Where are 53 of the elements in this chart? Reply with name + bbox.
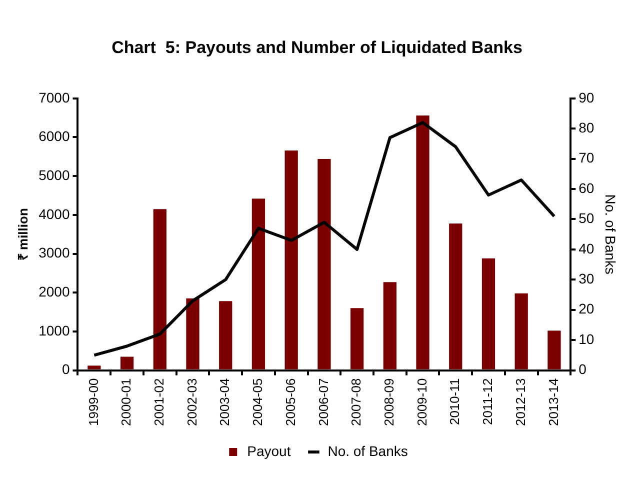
bar xyxy=(252,198,266,370)
x-tick-label: 2007-08 xyxy=(348,378,364,426)
x-tick-label: 2008-09 xyxy=(381,378,396,426)
x-tick-label: 2010-11 xyxy=(447,378,462,426)
x-tick-label: 2004-05 xyxy=(250,378,266,426)
y2-tick-label: 10 xyxy=(578,330,594,347)
bar xyxy=(318,158,331,370)
y-tick-label: 5000 xyxy=(38,166,70,183)
bar xyxy=(284,150,298,370)
x-tick-label: 2006-07 xyxy=(316,378,331,426)
y-tick-label: 3000 xyxy=(38,244,70,261)
bar xyxy=(548,330,561,370)
y2-tick-label: 50 xyxy=(578,210,594,226)
bar xyxy=(383,282,396,370)
bar xyxy=(153,209,166,370)
bar xyxy=(416,115,430,370)
y2-axis-title: No. of Banks xyxy=(602,194,619,274)
x-tick-label: 2001-02 xyxy=(151,378,166,426)
y2-tick-label: 60 xyxy=(578,180,594,196)
y2-tick-label: 90 xyxy=(578,89,594,106)
x-tick-label: 2002-03 xyxy=(184,378,200,426)
y2-tick-label: 70 xyxy=(578,150,594,166)
bar xyxy=(120,356,134,370)
y-tick-label: 7000 xyxy=(38,89,70,106)
y2-tick-label: 20 xyxy=(578,300,594,317)
legend-label: No. of Banks xyxy=(328,442,408,459)
y2-tick-label: 40 xyxy=(578,240,594,256)
bar xyxy=(88,366,101,370)
y-tick-label: 0 xyxy=(62,361,70,378)
x-tick-label: 2012-13 xyxy=(512,378,528,426)
y-axis-title: ₹ million xyxy=(15,208,30,261)
bar xyxy=(219,301,232,370)
y-tick-label: 6000 xyxy=(38,128,70,144)
x-tick-label: 1999-00 xyxy=(86,378,101,426)
x-tick-label: 2013-14 xyxy=(546,378,561,426)
chart-title: Chart 5: Payouts and Number of Liquidated Banks xyxy=(112,38,522,57)
x-tick-label: 2003-04 xyxy=(217,378,232,426)
x-tick-label: 2005-06 xyxy=(282,378,298,426)
x-tick-label: 2000-01 xyxy=(118,378,134,426)
y2-tick-label: 0 xyxy=(578,361,587,378)
legend-label: Payout xyxy=(247,442,291,459)
x-tick-label: 2011-12 xyxy=(480,378,496,426)
y-tick-label: 2000 xyxy=(38,283,70,300)
y-tick-label: 1000 xyxy=(38,322,70,338)
y-tick-label: 4000 xyxy=(38,206,70,222)
bar xyxy=(449,223,462,370)
bar xyxy=(186,298,200,370)
y2-tick-label: 30 xyxy=(578,270,594,287)
bar xyxy=(350,308,364,370)
bar xyxy=(482,258,496,370)
y2-tick-label: 80 xyxy=(578,119,594,136)
x-tick-label: 2009-10 xyxy=(414,378,430,426)
bar xyxy=(514,293,528,370)
